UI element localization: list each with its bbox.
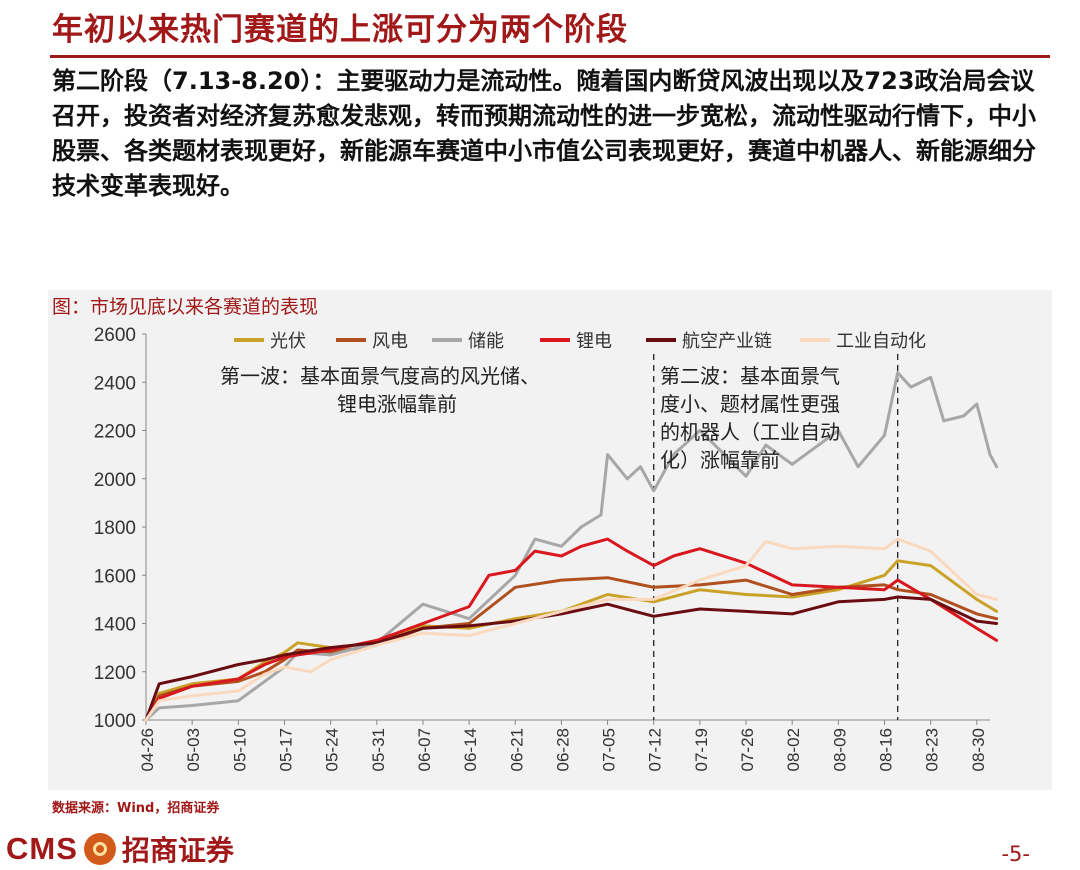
x-tick-label: 08-16 bbox=[877, 728, 896, 771]
legend-label: 风电 bbox=[372, 331, 408, 352]
chart-annotation: 第二波：基本面景气度小、题材属性更强的机器人（工业自动化）涨幅靠前 bbox=[660, 364, 840, 472]
x-tick-label: 04-26 bbox=[138, 728, 157, 771]
x-tick-label: 08-23 bbox=[923, 728, 942, 771]
page-number: -5- bbox=[1001, 842, 1030, 866]
x-tick-label: 05-31 bbox=[369, 728, 388, 771]
annotation-line: 第二波：基本面景气 bbox=[660, 364, 840, 388]
x-tick-label: 07-12 bbox=[646, 728, 665, 771]
y-tick-label: 2600 bbox=[94, 325, 136, 346]
annotation-line: 度小、题材属性更强 bbox=[660, 392, 840, 416]
y-tick-label: 2200 bbox=[94, 422, 136, 443]
body-text: 主要驱动力是流动性。随着国内断贷风波出现以及723政治局会议召开，投资者对经济复… bbox=[52, 67, 1036, 200]
logo-company-name: 招商证券 bbox=[121, 834, 234, 867]
annotation-line: 化）涨幅靠前 bbox=[660, 448, 780, 472]
x-tick-label: 08-09 bbox=[830, 728, 849, 771]
x-tick-label: 05-24 bbox=[323, 728, 342, 771]
x-tick-label: 07-05 bbox=[600, 728, 619, 771]
y-tick-label: 1400 bbox=[94, 615, 136, 636]
x-tick-label: 06-28 bbox=[553, 728, 572, 771]
series-line bbox=[144, 559, 999, 722]
y-tick-label: 1800 bbox=[94, 518, 136, 539]
x-tick-label: 08-30 bbox=[969, 728, 988, 771]
x-tick-label: 05-03 bbox=[184, 728, 203, 771]
y-tick-label: 1000 bbox=[94, 711, 136, 732]
series-line bbox=[144, 576, 999, 722]
x-tick-label: 07-19 bbox=[692, 728, 711, 771]
x-tick-label: 06-21 bbox=[507, 728, 526, 771]
data-source: 数据来源：Wind，招商证券 bbox=[52, 801, 220, 816]
annotation-line: 锂电涨幅靠前 bbox=[337, 392, 457, 416]
body-paragraph: 第二阶段（7.13-8.20）：主要驱动力是流动性。随着国内断贷风波出现以及72… bbox=[52, 64, 1047, 204]
x-tick-label: 08-02 bbox=[784, 728, 803, 771]
y-tick-label: 2000 bbox=[94, 470, 136, 491]
legend-label: 工业自动化 bbox=[836, 331, 926, 352]
annotation-line: 的机器人（工业自动 bbox=[660, 420, 840, 444]
title-divider bbox=[50, 55, 1050, 58]
slide-title: 年初以来热门赛道的上涨可分为两个阶段 bbox=[52, 12, 628, 48]
legend-label: 储能 bbox=[468, 331, 504, 352]
chart-panel bbox=[48, 290, 1052, 790]
legend-label: 航空产业链 bbox=[682, 331, 772, 352]
x-tick-label: 05-10 bbox=[230, 728, 249, 771]
series-line bbox=[144, 537, 999, 722]
x-tick-label: 06-14 bbox=[461, 728, 480, 771]
body-label: 第二阶段（7.13-8.20）： bbox=[52, 67, 337, 95]
x-tick-label: 06-07 bbox=[415, 728, 434, 771]
logo-text: CMS bbox=[6, 831, 78, 866]
y-tick-label: 2400 bbox=[94, 373, 136, 394]
y-tick-label: 1600 bbox=[94, 566, 136, 587]
series-line bbox=[144, 595, 999, 722]
series-line bbox=[144, 537, 999, 722]
chart-annotation: 第一波：基本面景气度高的风光储、锂电涨幅靠前 bbox=[220, 364, 540, 416]
x-tick-label: 05-17 bbox=[276, 728, 295, 771]
legend-label: 光伏 bbox=[270, 331, 306, 352]
annotation-line: 第一波：基本面景气度高的风光储、 bbox=[220, 364, 540, 388]
chart-caption: 图：市场见底以来各赛道的表现 bbox=[52, 296, 319, 318]
y-tick-label: 1200 bbox=[94, 663, 136, 684]
legend-label: 锂电 bbox=[576, 331, 612, 352]
logo-emblem-icon bbox=[83, 833, 116, 865]
company-logo: CMS 招商证券 bbox=[6, 829, 234, 869]
x-tick-label: 07-26 bbox=[738, 728, 757, 771]
